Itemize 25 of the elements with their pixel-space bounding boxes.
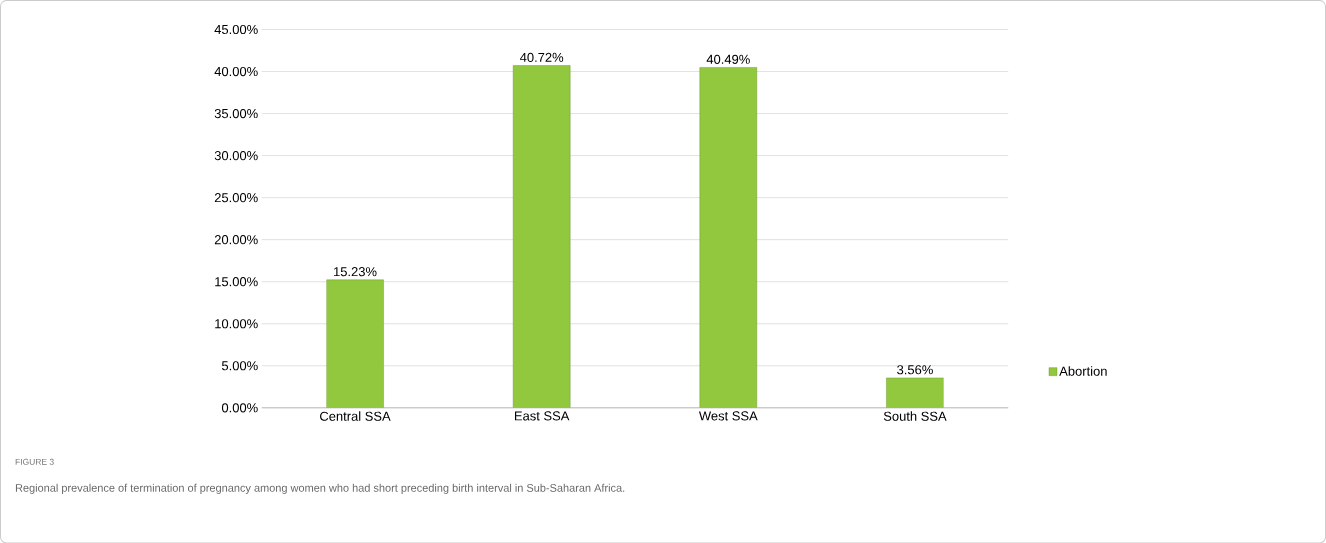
bar [886,377,944,408]
y-tick-label: 10.00% [215,318,258,329]
x-tick-label: West SSA [698,411,758,421]
data-label: 3.56% [897,364,933,375]
bar [512,65,571,408]
y-tick-label: 0.00% [221,403,258,413]
legend-label: Abortion [1059,366,1107,376]
bar [326,279,384,408]
y-tick-label: 45.00% [214,24,258,34]
y-tick-label: 20.00% [214,234,258,245]
caption: FIGURE 3 [15,458,54,465]
y-tick-label: 5.00% [221,360,258,371]
bar [699,67,758,408]
y-tick-label: 25.00% [214,192,258,203]
data-label: 40.49% [706,54,750,64]
y-tick-label: 15.00% [215,276,258,287]
y-tick-label: 35.00% [214,108,258,118]
x-tick-label: Central SSA [320,411,391,421]
y-tick-label: 40.00% [214,66,258,76]
data-label: 40.72% [519,52,564,62]
y-tick-label: 30.00% [214,150,258,160]
x-tick-label: East SSA [515,411,570,421]
data-label: 15.23% [334,266,377,277]
x-tick-label: South SSA [883,411,947,421]
text: Regional prevalence of termination of pregnancy among women who had short preceding birth interval in Sub-Saharan Africa. [15,483,625,494]
